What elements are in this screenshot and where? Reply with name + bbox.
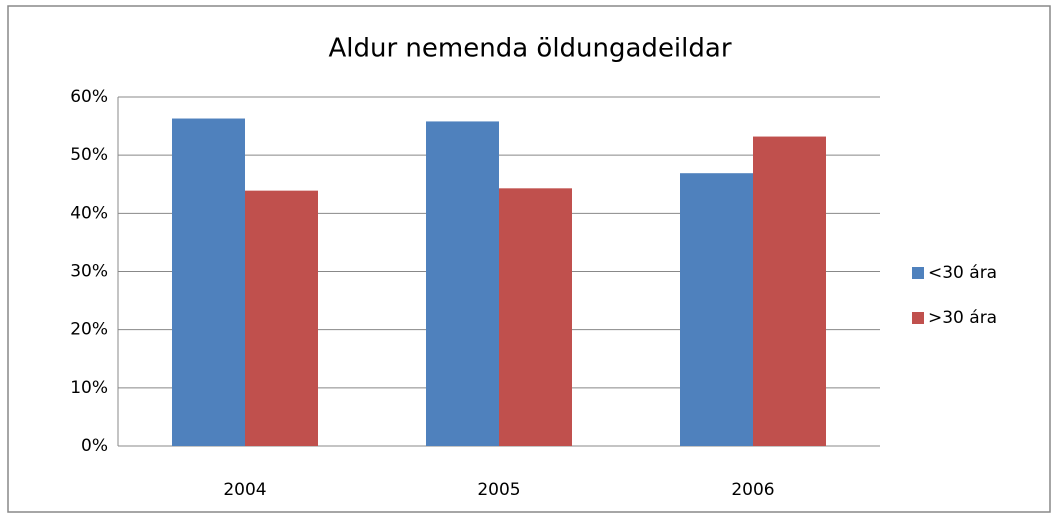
- x-tick-label: 2005: [477, 480, 520, 500]
- bar: [753, 136, 826, 446]
- legend-swatch: [912, 267, 924, 279]
- legend-label: >30 ára: [928, 308, 997, 328]
- bar: [172, 118, 245, 446]
- legend-label: <30 ára: [928, 263, 997, 283]
- y-tick-label: 30%: [70, 262, 108, 282]
- bar: [245, 190, 318, 446]
- y-tick-label: 60%: [70, 87, 108, 107]
- y-tick-label: 50%: [70, 145, 108, 165]
- chart-title: Aldur nemenda öldungadeildar: [328, 34, 731, 64]
- y-tick-label: 40%: [70, 203, 108, 223]
- y-tick-label: 10%: [70, 378, 108, 398]
- legend-swatch: [912, 312, 924, 324]
- y-tick-label: 20%: [70, 320, 108, 340]
- bar: [499, 188, 572, 447]
- bar: [680, 173, 753, 446]
- x-tick-label: 2004: [223, 480, 266, 500]
- bar: [426, 121, 499, 447]
- y-tick-label: 0%: [81, 436, 108, 456]
- x-tick-label: 2006: [731, 480, 774, 500]
